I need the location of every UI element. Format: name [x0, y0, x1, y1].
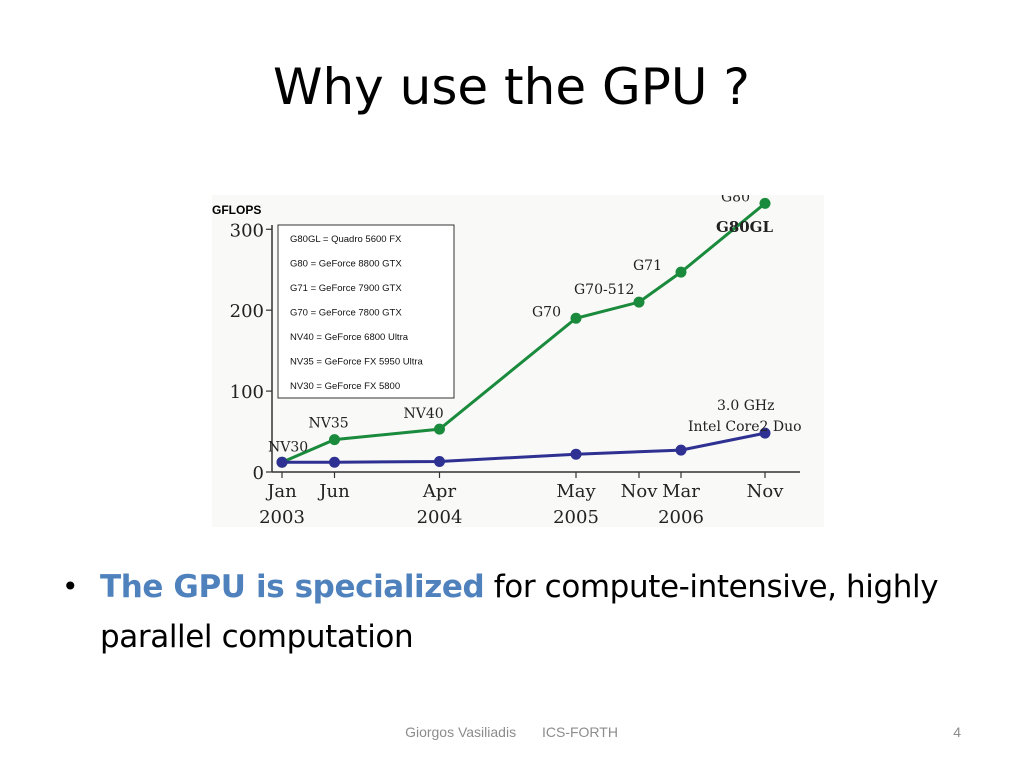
x-tick-month: Mar	[662, 481, 700, 502]
series-layer	[276, 197, 771, 468]
page-number: 4	[953, 724, 961, 740]
bullet-emphasis: The GPU is specialized	[100, 569, 485, 605]
point-label: NV30	[268, 439, 308, 455]
point-label: NV35	[309, 416, 349, 432]
point-label: G70-512	[574, 282, 634, 298]
point-label: G71	[633, 258, 662, 274]
y-tick-label: 100	[230, 382, 264, 403]
cpu-data-point	[675, 444, 687, 456]
x-tick-month: Nov	[747, 481, 785, 502]
legend-entry: NV40 = GeForce 6800 Ultra	[290, 332, 409, 343]
y-ticks: 0 100 200 300	[230, 220, 272, 484]
cpu-data-point	[276, 456, 288, 468]
cpu-series-line	[282, 431, 766, 464]
gpu-data-point	[434, 423, 445, 435]
bullet-rest: for compute-intensive, highly parallel c…	[100, 569, 939, 655]
bullet-item: The GPU is specialized for compute-inten…	[100, 562, 982, 662]
cpu-data-point	[434, 455, 445, 467]
gpu-data-point	[675, 266, 687, 278]
gpu-data-point	[570, 312, 582, 324]
gflops-chart: GFLOPS 0 100 200 300 Jan 2003 Jun Apr 2004 May 20…	[212, 195, 824, 527]
legend-entry: NV35 = GeForce FX 5950 Ultra	[290, 357, 424, 368]
cpu-data-point	[329, 456, 340, 468]
annotation-cpu-speed: 3.0 GHz	[717, 398, 774, 414]
bullet-marker: •	[62, 570, 79, 603]
slide-title: Why use the GPU ?	[273, 58, 750, 116]
x-tick-year: 2003	[259, 507, 305, 527]
x-tick-month: Jun	[317, 481, 350, 502]
point-label: G70	[532, 304, 561, 320]
y-tick-label: 0	[253, 463, 264, 484]
cpu-data-point	[759, 427, 771, 439]
legend-entry: G80 = GeForce 8800 GTX	[290, 259, 402, 270]
legend-entry: G71 = GeForce 7900 GTX	[290, 283, 402, 294]
x-tick-month: Jan	[265, 481, 297, 502]
x-tick-year: 2005	[553, 507, 599, 527]
footer-author: Giorgos Vasiliadis	[405, 724, 517, 740]
chart-canvas: GFLOPS 0 100 200 300 Jan 2003 Jun Apr 2004 May 20…	[212, 195, 824, 527]
bullet-list: • The GPU is specialized for compute-int…	[62, 562, 982, 662]
x-tick-year: 2004	[417, 507, 463, 527]
y-tick-label: 200	[230, 301, 264, 322]
footer-affiliation: ICS-FORTH	[541, 724, 618, 740]
point-label: NV40	[404, 406, 444, 422]
cpu-data-point	[570, 448, 582, 460]
legend-entry: NV30 = GeForce FX 5800	[290, 381, 400, 392]
legend-box: G80GL = Quadro 5600 FX G80 = GeForce 8800…	[277, 224, 455, 399]
y-axis-label: GFLOPS	[212, 203, 261, 217]
legend-entry: G80GL = Quadro 5600 FX	[290, 234, 402, 245]
x-tick-year: 2006	[658, 507, 704, 527]
point-label: G80	[721, 195, 750, 205]
legend-entry: G70 = GeForce 7800 GTX	[290, 308, 402, 319]
x-tick-month: May	[556, 481, 596, 502]
gpu-data-point	[759, 197, 771, 209]
gpu-data-point	[633, 296, 645, 308]
x-tick-month: Apr	[422, 481, 457, 502]
gpu-data-point	[329, 434, 340, 446]
footer: Giorgos Vasiliadis ICS-FORTH	[0, 724, 1023, 740]
y-tick-label: 300	[230, 220, 264, 241]
annotation-g80gl: G80GL	[716, 218, 773, 236]
annotation-cpu-name: Intel Core2 Duo	[688, 419, 802, 435]
x-tick-month: Nov	[621, 481, 659, 502]
